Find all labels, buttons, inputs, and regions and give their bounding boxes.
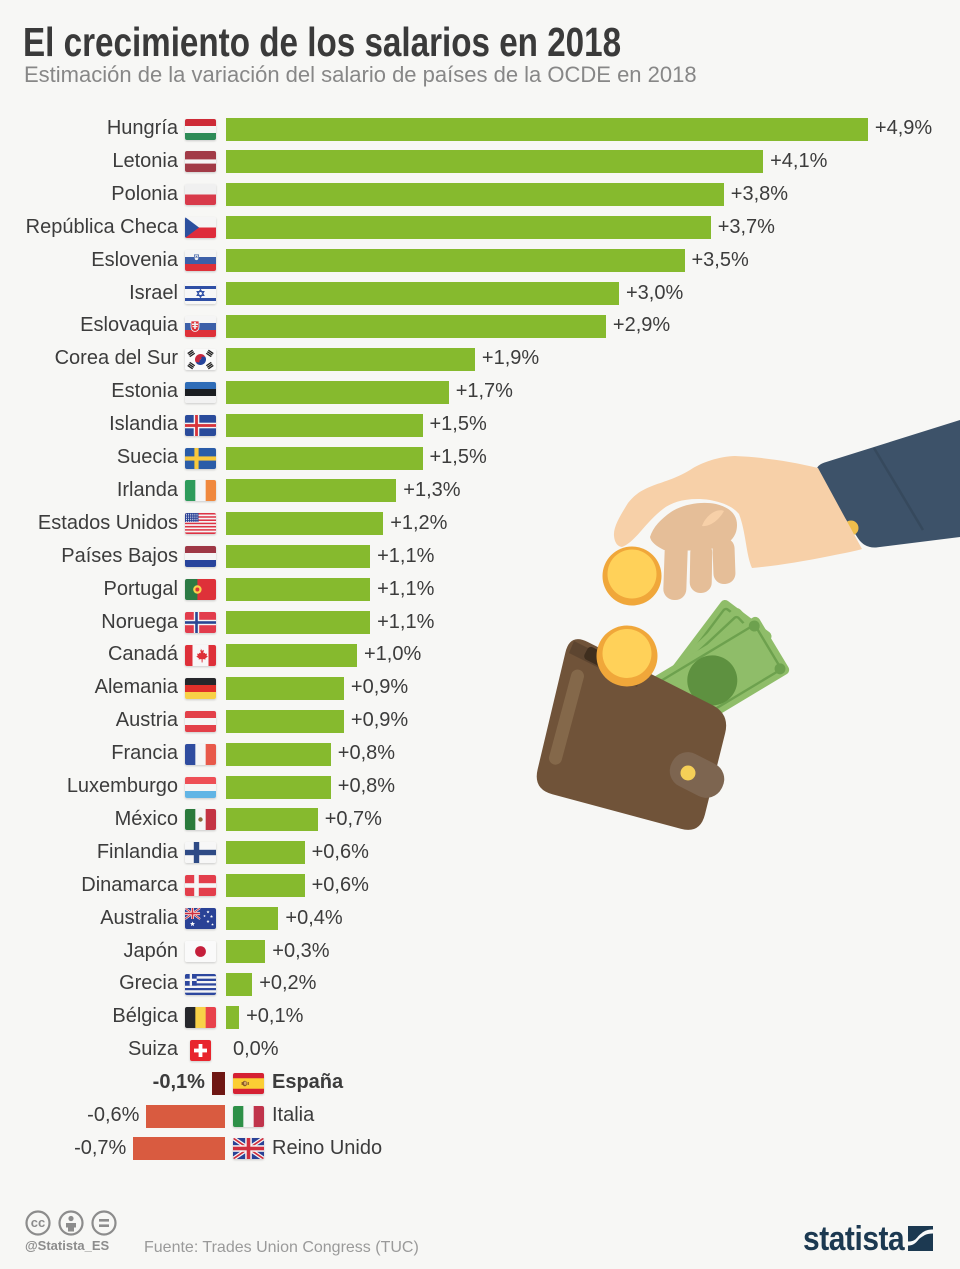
svg-text:cc: cc bbox=[31, 1215, 45, 1230]
